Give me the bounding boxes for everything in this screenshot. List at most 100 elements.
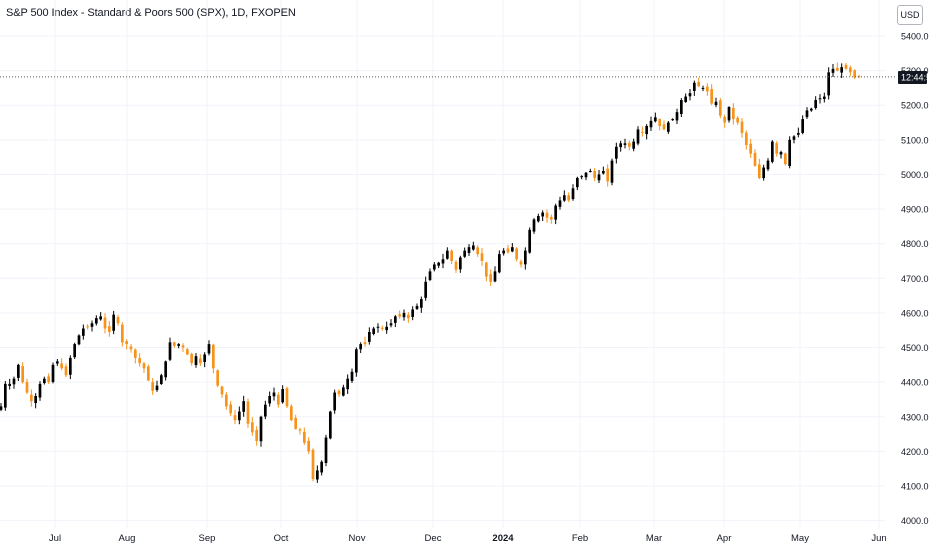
- candle-body: [211, 344, 215, 369]
- candle-body: [120, 324, 124, 343]
- y-tick-label: 4400.0: [901, 378, 929, 388]
- candle-body: [597, 174, 601, 181]
- x-tick-label: Aug: [119, 533, 136, 544]
- candle-body: [714, 101, 718, 106]
- candle-body: [567, 195, 571, 201]
- candle-body: [333, 392, 337, 411]
- candle-body: [38, 383, 42, 398]
- candle-body: [554, 205, 558, 220]
- candle-body: [445, 250, 449, 259]
- candle-body: [645, 126, 649, 135]
- candle-body: [367, 331, 371, 342]
- candle-body: [419, 299, 423, 308]
- candle-body: [528, 229, 532, 253]
- candle-body: [402, 312, 406, 318]
- candle-body: [29, 394, 33, 402]
- candle-body: [705, 86, 709, 92]
- candle-body: [697, 81, 701, 87]
- candle-body: [116, 316, 120, 324]
- candle-body: [372, 328, 376, 334]
- candle-body: [601, 171, 605, 174]
- y-tick-label: 4200.0: [901, 447, 929, 457]
- candle-body: [380, 327, 384, 329]
- candle-body: [632, 141, 636, 149]
- candle-body: [848, 67, 852, 73]
- candle-body: [125, 341, 129, 345]
- candle-body: [710, 89, 714, 104]
- y-tick-label: 4600.0: [901, 308, 929, 318]
- y-tick-label: 5100.0: [901, 135, 929, 145]
- candle-body: [255, 429, 259, 441]
- candle-body: [783, 153, 787, 165]
- candle-body: [619, 143, 623, 148]
- candle-body: [324, 437, 328, 463]
- candle-body: [814, 100, 818, 109]
- candles: [0, 62, 861, 483]
- candle-body: [575, 177, 579, 188]
- candle-body: [389, 323, 393, 326]
- candle-body: [133, 349, 137, 358]
- candle-body: [692, 82, 696, 91]
- currency-button[interactable]: USD: [897, 5, 923, 25]
- candle-body: [328, 411, 332, 439]
- x-tick-label: Nov: [349, 533, 366, 544]
- candle-body: [12, 378, 16, 385]
- candle-body: [415, 306, 419, 309]
- candle-body: [822, 96, 826, 100]
- candle-body: [627, 142, 631, 147]
- candle-body: [437, 262, 441, 266]
- candle-body: [792, 136, 796, 140]
- candle-body: [393, 316, 397, 323]
- candle-body: [129, 346, 133, 350]
- candle-body: [289, 406, 293, 421]
- x-axis[interactable]: Jul Aug Sep Oct Nov Dec 2024 Feb Mar Apr May Jun: [49, 533, 887, 544]
- candle-body: [805, 110, 809, 118]
- candle-body: [341, 387, 345, 396]
- candle-body: [237, 411, 241, 421]
- candle-body: [510, 247, 514, 252]
- candle-body: [584, 172, 588, 178]
- candle-body: [493, 271, 497, 282]
- y-axis[interactable]: 4000.0 4100.0 4200.0 4300.0 4400.0 4500.0 4600…: [901, 32, 929, 527]
- candle-body: [484, 262, 488, 277]
- candle-body: [216, 370, 220, 386]
- candle-body: [398, 314, 402, 317]
- candle-body: [588, 171, 592, 172]
- candle-body: [450, 250, 454, 261]
- candle-body: [346, 378, 350, 390]
- gridlines: [0, 0, 885, 528]
- candle-body: [515, 248, 519, 260]
- candle-body: [775, 143, 779, 154]
- candle-body: [476, 247, 480, 255]
- candle-body: [727, 106, 731, 121]
- candle-body: [653, 117, 657, 122]
- candle-body: [766, 160, 770, 170]
- candle-body: [159, 375, 163, 385]
- candle-body: [185, 349, 189, 355]
- candle-body: [337, 390, 341, 395]
- candle-body: [34, 396, 38, 404]
- candle-body: [112, 314, 116, 331]
- x-tick-label: Jun: [871, 533, 886, 544]
- candle-body: [502, 250, 506, 254]
- candle-body: [809, 108, 813, 111]
- y-tick-label: 4300.0: [901, 412, 929, 422]
- candle-body: [497, 254, 501, 273]
- candle-body: [320, 461, 324, 473]
- candle-body: [307, 440, 311, 452]
- candle-body: [753, 152, 757, 166]
- x-tick-label: Feb: [572, 533, 588, 544]
- candle-body: [454, 261, 458, 270]
- candle-body: [25, 381, 29, 393]
- candle-body: [406, 314, 410, 319]
- candle-body: [246, 401, 250, 424]
- candle-body: [155, 385, 159, 391]
- candle-body: [519, 261, 523, 265]
- y-tick-label: 4100.0: [901, 482, 929, 492]
- candle-body: [315, 470, 319, 480]
- candle-body: [194, 356, 198, 366]
- candle-body: [86, 326, 90, 328]
- candle-body: [151, 382, 155, 391]
- y-tick-label: 4000.0: [901, 516, 929, 526]
- candle-body: [259, 416, 263, 442]
